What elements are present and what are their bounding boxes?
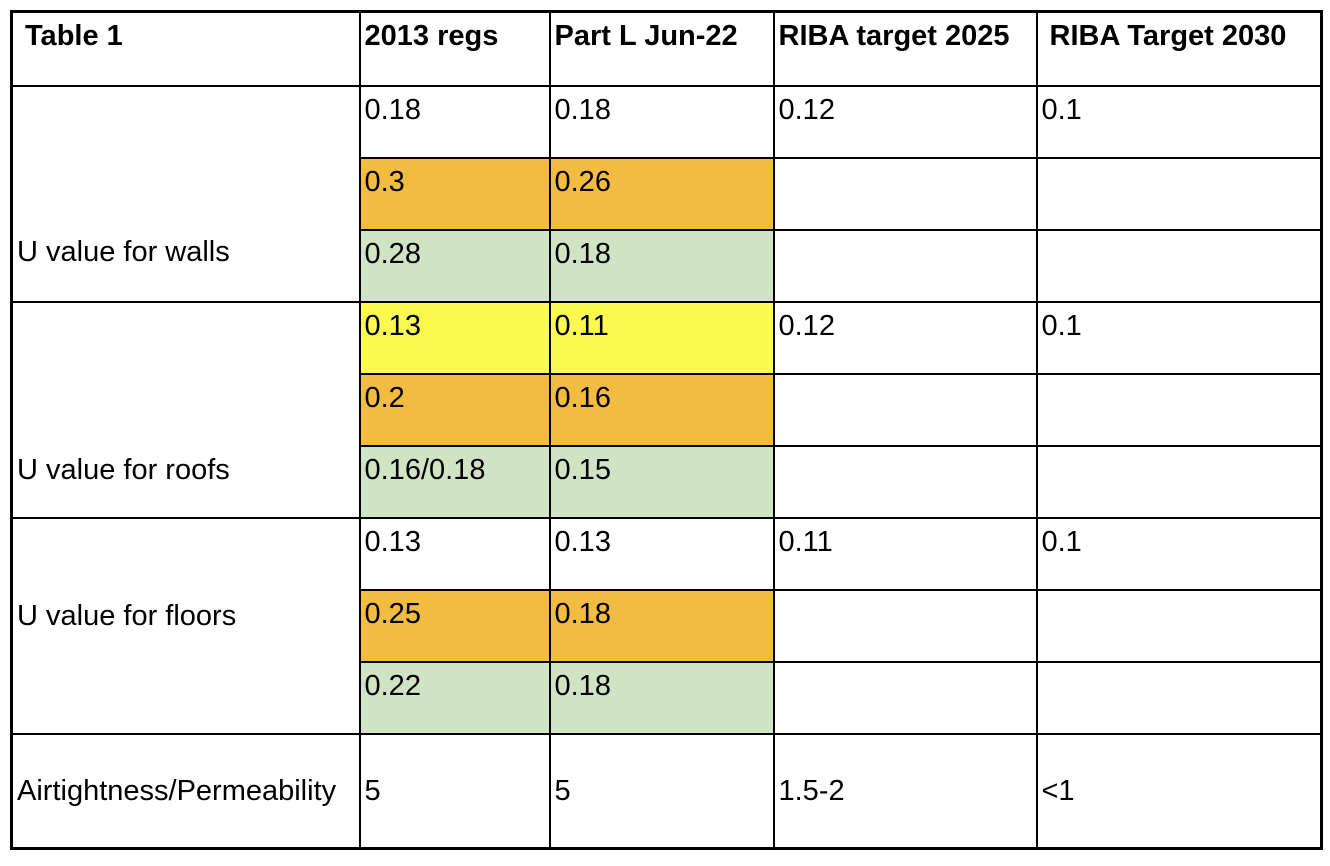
table-cell: 0.1 [1035, 84, 1323, 159]
table-row: 0.2 0.16 [12, 372, 1323, 447]
table-cell: 0.13 [548, 516, 775, 591]
table-cell: 0.28 [358, 228, 551, 303]
table-cell [1035, 588, 1323, 663]
column-header-part-l-jun-22: Part L Jun-22 [548, 10, 775, 87]
table-cell: 0.11 [548, 300, 775, 375]
table-cell: 0.12 [772, 300, 1038, 375]
table-cell: 0.18 [548, 228, 775, 303]
table-cell [1035, 372, 1323, 447]
table-cell: 0.1 [1035, 300, 1323, 375]
row-label-walls: U value for walls [10, 84, 361, 303]
table-cell: 0.3 [358, 156, 551, 231]
table-cell [772, 228, 1038, 303]
table-row: 0.28 0.18 [12, 228, 1323, 303]
table-cell: 0.26 [548, 156, 775, 231]
building-regs-table: Table 1 2013 regs Part L Jun-22 RIBA tar… [10, 10, 1323, 850]
table-cell: 0.15 [548, 444, 775, 519]
table-cell [1035, 660, 1323, 735]
table-cell: 5 [548, 732, 775, 850]
table-cell: 0.1 [1035, 516, 1323, 591]
table-cell: 0.11 [772, 516, 1038, 591]
table-cell [1035, 156, 1323, 231]
table-cell [772, 444, 1038, 519]
table-cell [772, 588, 1038, 663]
column-header-riba-target-2025: RIBA target 2025 [772, 10, 1038, 87]
table-cell: 0.18 [358, 84, 551, 159]
table-cell: 5 [358, 732, 551, 850]
airtightness-row: Airtightness/Permeability 5 5 1.5-2 <1 [10, 732, 1323, 850]
table-row: U value for floors 0.13 0.13 0.11 0.1 [10, 516, 1323, 735]
table-cell: <1 [1035, 732, 1323, 850]
table-row: U value for roofs 0.13 0.11 0.12 0.1 [10, 300, 1323, 519]
row-label-roofs: U value for roofs [10, 300, 361, 519]
header-row: Table 1 2013 regs Part L Jun-22 RIBA tar… [10, 10, 1323, 87]
table-cell: 0.16/0.18 [358, 444, 551, 519]
table-cell: 0.18 [548, 84, 775, 159]
table-cell: 0.2 [358, 372, 551, 447]
table-cell [772, 156, 1038, 231]
table-cell: 0.18 [548, 660, 775, 735]
column-header-riba-target-2030: RIBA Target 2030 [1035, 10, 1323, 87]
table-cell: 1.5-2 [772, 732, 1038, 850]
table-cell: 0.22 [358, 660, 551, 735]
table-cell [1035, 444, 1323, 519]
row-label-airtightness: Airtightness/Permeability [10, 732, 361, 850]
table-cell [772, 372, 1038, 447]
table-cell: 0.13 [358, 516, 551, 591]
table-row: 0.3 0.26 [12, 156, 1323, 231]
table-cell: 0.16 [548, 372, 775, 447]
table-row: 0.16/0.18 0.15 [12, 444, 1323, 519]
column-header-2013-regs: 2013 regs [358, 10, 551, 87]
table-cell [772, 660, 1038, 735]
row-label-floors: U value for floors [10, 516, 361, 735]
table-cell: 0.12 [772, 84, 1038, 159]
table-cell: 0.18 [548, 588, 775, 663]
table-cell: 0.13 [358, 300, 551, 375]
table-row: 0.22 0.18 [12, 660, 1323, 735]
table-row: U value for walls 0.18 0.18 0.12 0.1 [10, 84, 1323, 303]
table-row: 0.25 0.18 [12, 588, 1323, 663]
column-header-table-1: Table 1 [10, 10, 361, 87]
table-cell: 0.25 [358, 588, 551, 663]
table-cell [1035, 228, 1323, 303]
